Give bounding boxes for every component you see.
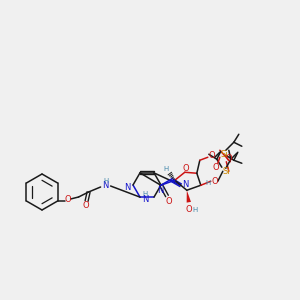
Text: H: H <box>192 207 197 213</box>
Text: O: O <box>64 196 71 205</box>
Text: O: O <box>225 154 232 163</box>
Text: O: O <box>182 164 189 173</box>
Text: N: N <box>142 195 148 204</box>
Text: Si: Si <box>222 167 230 176</box>
Polygon shape <box>187 190 191 202</box>
Text: N: N <box>102 182 109 190</box>
Text: O: O <box>166 196 172 206</box>
Text: H: H <box>205 180 210 186</box>
Text: O: O <box>185 205 192 214</box>
Text: H: H <box>142 191 148 197</box>
Text: Si: Si <box>220 150 228 159</box>
Text: O: O <box>82 200 89 209</box>
Text: N: N <box>124 184 130 193</box>
Text: H: H <box>163 166 168 172</box>
Text: O: O <box>212 163 219 172</box>
Text: N: N <box>182 180 189 189</box>
Text: H: H <box>103 178 108 184</box>
Text: O: O <box>208 151 215 160</box>
Text: N: N <box>157 186 163 195</box>
Text: O: O <box>212 177 218 186</box>
